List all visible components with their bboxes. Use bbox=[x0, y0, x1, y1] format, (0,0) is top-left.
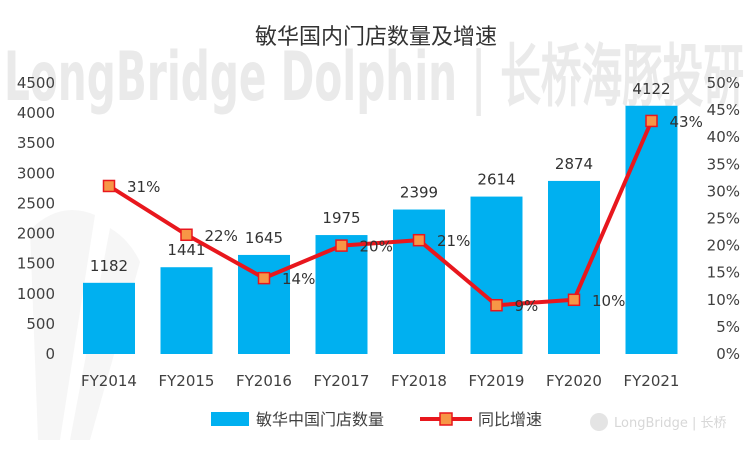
y-right-tick-label: 25% bbox=[707, 210, 740, 228]
legend-line-marker bbox=[439, 412, 453, 426]
x-tick-label: FY2015 bbox=[159, 372, 215, 390]
bar bbox=[160, 267, 213, 354]
line-marker bbox=[180, 228, 193, 242]
line-marker bbox=[645, 114, 658, 128]
bar-value-label: 2399 bbox=[400, 184, 438, 202]
x-tick-label: FY2014 bbox=[81, 372, 137, 390]
legend-bar-label: 敏华中国门店数量 bbox=[256, 410, 384, 429]
y-right-tick-label: 40% bbox=[707, 128, 740, 146]
line-value-label: 31% bbox=[127, 178, 160, 196]
x-tick-label: FY2018 bbox=[391, 372, 447, 390]
legend-line-label: 同比增速 bbox=[478, 410, 542, 429]
bar-value-label: 1645 bbox=[245, 229, 283, 247]
line-value-label: 43% bbox=[670, 113, 703, 131]
x-tick-label: FY2017 bbox=[314, 372, 370, 390]
y-left-tick-label: 500 bbox=[26, 315, 55, 333]
line-marker bbox=[335, 239, 348, 252]
y-left-tick-label: 3500 bbox=[17, 134, 55, 152]
x-tick-label: FY2020 bbox=[546, 372, 602, 390]
y-axis-left: 0 500 1000 1500 2000 2500 3000 3500 4000 4500 bbox=[17, 74, 55, 363]
line-marker bbox=[490, 298, 503, 312]
chart-title: 敏华国内门店数量及增速 bbox=[255, 25, 497, 50]
line-value-label: 22% bbox=[205, 227, 238, 245]
y-right-tick-label: 5% bbox=[716, 318, 740, 336]
x-tick-label: FY2021 bbox=[624, 372, 680, 390]
line-value-label: 14% bbox=[282, 270, 315, 288]
y-right-tick-label: 20% bbox=[707, 237, 740, 255]
bar-value-label: 4122 bbox=[632, 80, 670, 98]
y-left-tick-label: 1000 bbox=[17, 285, 55, 303]
y-right-tick-label: 45% bbox=[707, 101, 740, 119]
legend-bar-swatch bbox=[211, 412, 249, 426]
x-tick-label: FY2016 bbox=[236, 372, 292, 390]
y-axis-right: 0% 5% 10% 15% 20% 25% 30% 35% 40% 45% 50% bbox=[707, 74, 740, 363]
bar-value-label: 1441 bbox=[167, 241, 205, 259]
longbridge-logo: LongBridge | 长桥 bbox=[590, 413, 726, 431]
legend: 敏华中国门店数量 同比增速 bbox=[211, 410, 542, 429]
y-left-tick-label: 0 bbox=[45, 345, 55, 363]
bar-value-label: 1182 bbox=[90, 257, 128, 275]
watermark-text: LongBridge Dolphin | 长桥海豚投研 bbox=[4, 38, 744, 117]
line-value-label: 9% bbox=[515, 297, 539, 315]
line-marker bbox=[102, 179, 116, 193]
bar bbox=[625, 105, 678, 354]
x-axis: FY2014 FY2015 FY2016 FY2017 FY2018 FY2019 FY20… bbox=[81, 372, 679, 390]
line-value-label: 21% bbox=[437, 232, 470, 250]
bar bbox=[470, 196, 523, 354]
y-left-tick-label: 2500 bbox=[17, 194, 55, 212]
y-right-tick-label: 30% bbox=[707, 182, 740, 200]
longbridge-logo-text: LongBridge | 长桥 bbox=[614, 416, 726, 431]
bar bbox=[83, 282, 135, 354]
line-marker bbox=[257, 271, 271, 285]
y-left-tick-label: 1500 bbox=[17, 255, 55, 273]
y-left-tick-label: 4500 bbox=[17, 74, 55, 92]
line-series bbox=[102, 114, 658, 312]
y-right-tick-label: 10% bbox=[707, 291, 740, 309]
bar bbox=[393, 209, 445, 354]
y-right-tick-label: 35% bbox=[707, 155, 740, 173]
growth-line bbox=[107, 120, 654, 308]
y-left-tick-label: 2000 bbox=[17, 225, 55, 243]
bar-value-label: 2614 bbox=[477, 171, 515, 189]
y-left-tick-label: 3000 bbox=[17, 164, 55, 182]
line-marker bbox=[412, 233, 426, 247]
bar-data-labels: 1182 1441 1645 1975 2399 2614 2874 4122 bbox=[90, 80, 671, 275]
line-value-label: 10% bbox=[592, 292, 625, 310]
y-right-tick-label: 15% bbox=[707, 264, 740, 282]
y-right-tick-label: 50% bbox=[707, 74, 740, 92]
line-data-labels: 31% 22% 14% 20% 21% 9% 10% 43% bbox=[127, 113, 703, 315]
line-marker bbox=[567, 293, 581, 307]
y-left-tick-label: 4000 bbox=[17, 104, 55, 122]
bar-value-label: 1975 bbox=[322, 209, 360, 227]
bar-value-label: 2874 bbox=[555, 155, 593, 173]
line-value-label: 20% bbox=[360, 238, 393, 256]
y-right-tick-label: 0% bbox=[716, 345, 740, 363]
bar-series bbox=[83, 105, 678, 354]
bar bbox=[548, 180, 600, 354]
x-tick-label: FY2019 bbox=[469, 372, 525, 390]
